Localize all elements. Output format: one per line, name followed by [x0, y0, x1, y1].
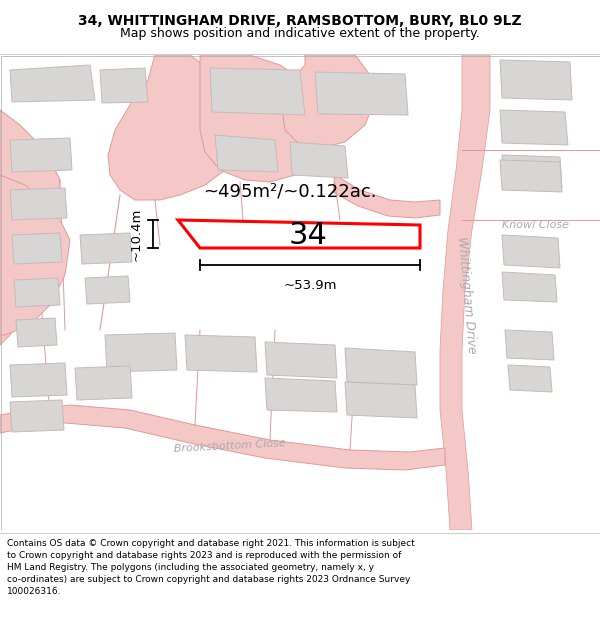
Polygon shape	[80, 233, 132, 264]
Text: 34, WHITTINGHAM DRIVE, RAMSBOTTOM, BURY, BL0 9LZ: 34, WHITTINGHAM DRIVE, RAMSBOTTOM, BURY,…	[78, 14, 522, 28]
Polygon shape	[108, 55, 240, 200]
Polygon shape	[210, 68, 305, 115]
Polygon shape	[85, 276, 130, 304]
Polygon shape	[508, 365, 552, 392]
Polygon shape	[500, 60, 572, 100]
Polygon shape	[16, 318, 57, 347]
Text: ~53.9m: ~53.9m	[283, 279, 337, 292]
Text: 34: 34	[289, 221, 328, 249]
Polygon shape	[0, 405, 445, 470]
Polygon shape	[75, 366, 132, 400]
Polygon shape	[10, 138, 72, 172]
Polygon shape	[500, 160, 562, 192]
Polygon shape	[333, 175, 440, 218]
Polygon shape	[10, 363, 67, 397]
Polygon shape	[0, 210, 45, 345]
Polygon shape	[502, 235, 560, 268]
Text: Knowl Close: Knowl Close	[502, 220, 569, 230]
Text: Whittingham Drive: Whittingham Drive	[455, 236, 479, 354]
Polygon shape	[105, 333, 177, 372]
Polygon shape	[502, 272, 557, 302]
Polygon shape	[200, 55, 330, 182]
Polygon shape	[185, 335, 257, 372]
Polygon shape	[500, 110, 568, 145]
Polygon shape	[282, 55, 375, 148]
Polygon shape	[345, 348, 417, 385]
Polygon shape	[290, 142, 348, 178]
Polygon shape	[10, 400, 64, 432]
Polygon shape	[505, 330, 554, 360]
Text: ~10.4m: ~10.4m	[130, 208, 143, 261]
Polygon shape	[0, 110, 60, 255]
Polygon shape	[345, 382, 417, 418]
Polygon shape	[10, 188, 67, 220]
Text: ~495m²/~0.122ac.: ~495m²/~0.122ac.	[203, 183, 377, 201]
Polygon shape	[100, 68, 148, 103]
Polygon shape	[215, 135, 278, 172]
Polygon shape	[12, 233, 62, 264]
Text: Map shows position and indicative extent of the property.: Map shows position and indicative extent…	[120, 27, 480, 39]
Polygon shape	[265, 378, 337, 412]
Polygon shape	[440, 55, 490, 530]
Polygon shape	[315, 72, 408, 115]
Polygon shape	[0, 175, 70, 335]
Text: Contains OS data © Crown copyright and database right 2021. This information is : Contains OS data © Crown copyright and d…	[7, 539, 415, 596]
Polygon shape	[265, 342, 337, 378]
Polygon shape	[10, 65, 95, 102]
Polygon shape	[502, 155, 562, 188]
Polygon shape	[14, 278, 60, 307]
Polygon shape	[178, 220, 420, 248]
Text: Brooksbottom Close: Brooksbottom Close	[174, 438, 286, 454]
